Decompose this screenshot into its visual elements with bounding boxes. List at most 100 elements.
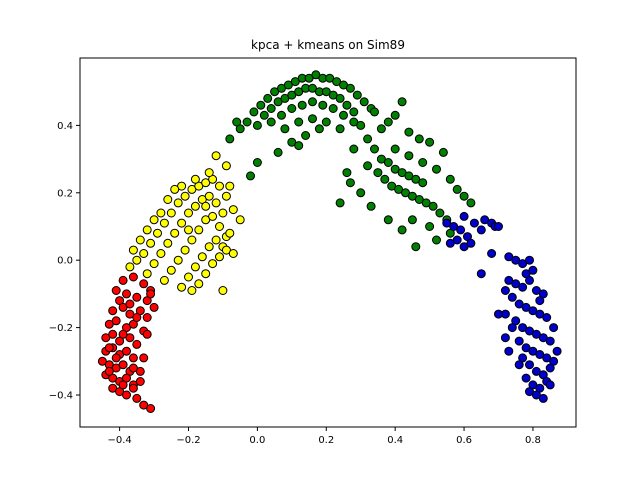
data-point bbox=[335, 93, 345, 103]
data-point bbox=[187, 235, 197, 245]
data-point bbox=[459, 211, 469, 221]
data-point bbox=[201, 201, 211, 211]
data-point bbox=[339, 110, 348, 120]
data-point bbox=[108, 329, 118, 339]
data-point bbox=[135, 235, 145, 245]
data-point bbox=[380, 174, 390, 184]
data-point bbox=[263, 93, 273, 103]
data-point bbox=[432, 164, 441, 174]
x-tick-label: 0.2 bbox=[318, 435, 334, 446]
data-point bbox=[359, 97, 369, 107]
data-point bbox=[277, 110, 286, 120]
data-point bbox=[318, 100, 328, 110]
data-point bbox=[397, 225, 407, 235]
data-point bbox=[528, 265, 538, 275]
data-point bbox=[204, 242, 214, 252]
data-point bbox=[128, 353, 138, 363]
data-point bbox=[525, 360, 534, 370]
data-point bbox=[184, 272, 193, 282]
data-point bbox=[135, 377, 145, 386]
data-point bbox=[221, 191, 231, 201]
data-point bbox=[370, 144, 379, 154]
data-point bbox=[211, 198, 221, 208]
data-point bbox=[159, 275, 169, 285]
data-point bbox=[476, 269, 486, 279]
data-point bbox=[128, 245, 138, 255]
data-point bbox=[111, 316, 121, 326]
data-point bbox=[146, 404, 156, 413]
data-point bbox=[118, 275, 128, 285]
data-point bbox=[425, 137, 435, 147]
data-point bbox=[180, 191, 190, 201]
data-point bbox=[363, 134, 373, 144]
data-point bbox=[494, 222, 503, 231]
y-tick-label: −0.2 bbox=[49, 323, 73, 334]
data-point bbox=[280, 124, 290, 134]
data-point bbox=[542, 313, 552, 322]
data-point bbox=[118, 329, 128, 339]
data-point bbox=[180, 245, 190, 255]
data-point bbox=[349, 144, 359, 154]
data-point bbox=[139, 279, 149, 289]
data-point bbox=[142, 269, 152, 279]
data-point bbox=[132, 292, 142, 302]
x-tick-label: −0.4 bbox=[107, 435, 131, 446]
data-point bbox=[132, 255, 142, 265]
data-point bbox=[249, 107, 259, 117]
data-point bbox=[156, 249, 166, 258]
data-point bbox=[166, 265, 176, 275]
data-point bbox=[208, 211, 218, 221]
data-point bbox=[118, 360, 128, 370]
data-point bbox=[252, 120, 262, 130]
data-point bbox=[132, 313, 142, 322]
data-point bbox=[301, 131, 311, 140]
data-point bbox=[166, 208, 176, 218]
data-point bbox=[208, 259, 218, 269]
data-point bbox=[111, 353, 121, 363]
y-tick-label: 0.2 bbox=[57, 188, 73, 199]
data-point bbox=[108, 306, 118, 316]
data-point bbox=[459, 242, 469, 252]
data-point bbox=[201, 269, 211, 279]
data-point bbox=[163, 238, 173, 248]
data-point bbox=[545, 380, 555, 390]
data-point bbox=[252, 158, 262, 167]
data-point bbox=[404, 127, 414, 137]
data-point bbox=[469, 218, 479, 228]
data-point bbox=[128, 383, 138, 393]
data-point bbox=[308, 114, 317, 124]
data-point bbox=[507, 292, 517, 302]
data-point bbox=[438, 147, 448, 157]
data-point bbox=[228, 249, 238, 258]
data-point bbox=[146, 238, 156, 248]
data-point bbox=[476, 225, 486, 235]
x-tick-label: 0.0 bbox=[249, 435, 265, 446]
data-point bbox=[122, 346, 131, 356]
data-point bbox=[407, 215, 417, 225]
data-point bbox=[149, 259, 159, 269]
data-point bbox=[521, 373, 531, 383]
data-point bbox=[504, 346, 514, 356]
data-point bbox=[122, 289, 131, 299]
data-point bbox=[259, 110, 269, 120]
data-point bbox=[128, 272, 138, 282]
data-point bbox=[139, 249, 149, 258]
y-axis: −0.4 −0.2 0.0 0.2 0.4 bbox=[49, 121, 80, 401]
data-point bbox=[328, 104, 338, 113]
data-point bbox=[335, 198, 345, 208]
data-point bbox=[273, 147, 283, 157]
data-point bbox=[383, 158, 393, 167]
data-point bbox=[194, 225, 204, 235]
data-point bbox=[190, 174, 200, 184]
data-point bbox=[370, 107, 379, 117]
data-point bbox=[397, 97, 407, 107]
data-point bbox=[225, 181, 235, 191]
data-point bbox=[552, 346, 562, 356]
data-point bbox=[514, 360, 524, 370]
data-point bbox=[246, 171, 255, 181]
data-point bbox=[356, 188, 366, 198]
plot-frame bbox=[79, 57, 577, 428]
data-point bbox=[142, 329, 152, 339]
chart-title: kpca + kmeans on Sim89 bbox=[251, 38, 405, 52]
data-point bbox=[142, 225, 152, 235]
